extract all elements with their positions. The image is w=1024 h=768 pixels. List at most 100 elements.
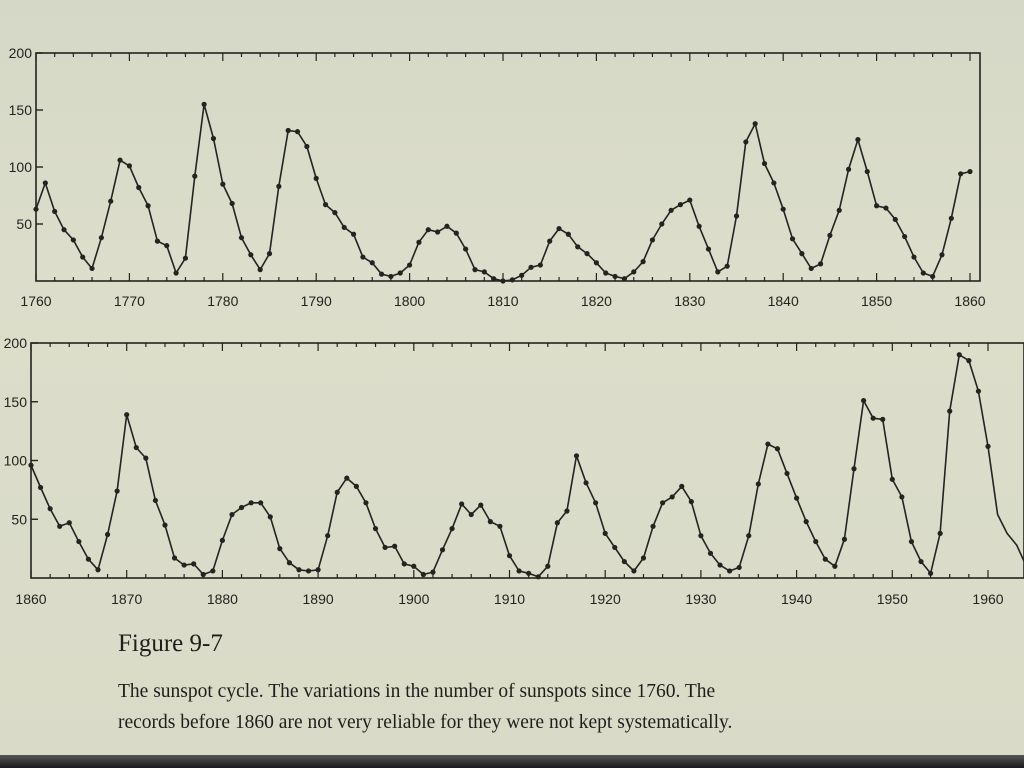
x-tick-label: 1890 [303, 591, 334, 607]
data-point [650, 523, 656, 529]
data-point [535, 574, 541, 580]
data-point [593, 500, 599, 506]
data-point [584, 251, 590, 257]
data-point [392, 543, 398, 549]
data-point [564, 508, 570, 514]
x-tick-label: 1950 [877, 591, 908, 607]
chart-1760-1860: 50 100 150 200 1760 1770 1780 1790 1800 1810 1820 1… [9, 45, 986, 309]
data-point [353, 483, 359, 489]
data-point [145, 203, 151, 209]
data-point [808, 265, 814, 272]
data-point [743, 139, 749, 145]
data-point [124, 412, 130, 418]
data-point [491, 276, 497, 282]
data-point [449, 526, 455, 532]
data-point [220, 181, 226, 187]
x-tick-label: 1790 [301, 293, 332, 309]
data-point [755, 481, 761, 487]
data-point [430, 569, 436, 575]
data-point [277, 546, 283, 552]
data-point [640, 259, 646, 265]
y-tick-label: 100 [4, 453, 28, 469]
data-point [746, 533, 752, 539]
data-point [575, 244, 581, 250]
data-point [860, 397, 867, 404]
data-point [313, 175, 319, 181]
caption-line-2: records before 1860 are not very reliabl… [118, 712, 733, 733]
data-point [487, 519, 493, 525]
data-point [95, 567, 101, 573]
data-point [899, 494, 905, 500]
data-point [870, 415, 876, 421]
data-point [248, 500, 254, 506]
data-point [401, 561, 407, 567]
x-tick-label: 1920 [590, 591, 621, 607]
data-point [612, 273, 618, 280]
data-point [509, 277, 515, 283]
data-point [799, 251, 805, 257]
y-tick-label: 150 [4, 394, 28, 410]
data-point [631, 568, 637, 574]
data-point [855, 137, 861, 143]
data-point [126, 163, 132, 169]
data-point [154, 238, 161, 244]
data-point [363, 500, 369, 506]
plot-frame [35, 52, 981, 282]
data-point [341, 224, 347, 231]
data-point [372, 526, 379, 532]
data-point [687, 197, 693, 203]
x-tick-label: 1760 [20, 293, 51, 309]
data-point [181, 562, 187, 568]
data-point [516, 568, 522, 574]
x-tick-label: 1870 [111, 591, 142, 607]
data-point [238, 235, 245, 241]
data-point [444, 223, 450, 229]
data-point [117, 157, 123, 163]
data-point [350, 231, 357, 237]
data-point [258, 500, 264, 506]
data-point [315, 567, 321, 573]
data-point [547, 238, 553, 244]
data-point [733, 213, 740, 219]
data-point [771, 180, 777, 186]
data-point [70, 237, 76, 243]
data-point [774, 446, 781, 452]
data-point [851, 466, 857, 472]
data-point [908, 538, 915, 545]
data-point [52, 208, 58, 215]
data-point [478, 502, 484, 508]
data-point [173, 270, 179, 276]
data-point [565, 231, 571, 237]
data-point [133, 444, 139, 451]
data-point [37, 484, 44, 491]
data-point [425, 227, 431, 233]
data-point [219, 537, 225, 544]
data-point [200, 571, 206, 578]
data-point [286, 560, 292, 566]
data-point [966, 358, 972, 364]
data-point [162, 522, 168, 528]
data-point [416, 239, 422, 245]
data-point [889, 476, 895, 482]
data-point [369, 260, 375, 266]
data-point [918, 558, 924, 565]
data-point [892, 216, 898, 223]
data-point [688, 499, 694, 505]
data-point [752, 121, 758, 127]
data-point [210, 135, 217, 142]
y-tick-label: 200 [9, 45, 33, 61]
x-tick-label: 1900 [398, 591, 429, 607]
data-point [920, 270, 926, 276]
chart-1860-1960: 50 100 150 200 1860 1870 1880 1890 1900 1910 1920 1… [4, 335, 1024, 607]
data-point [660, 500, 666, 506]
data-point [603, 270, 609, 276]
data-point [556, 225, 562, 232]
data-point [817, 261, 824, 267]
data-point [104, 531, 111, 538]
data-point [659, 221, 665, 227]
data-point [698, 533, 704, 539]
data-point [911, 254, 917, 260]
data-point [736, 564, 742, 571]
data-point [593, 260, 600, 266]
